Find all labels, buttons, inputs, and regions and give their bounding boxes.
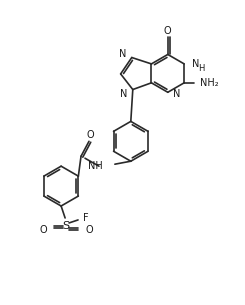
Text: NH: NH [88, 161, 103, 171]
Text: N: N [119, 48, 127, 59]
Text: O: O [39, 225, 47, 235]
Text: N: N [173, 89, 180, 99]
Text: O: O [164, 26, 171, 36]
Text: S: S [62, 221, 70, 231]
Text: N: N [121, 88, 128, 99]
Text: F: F [83, 213, 89, 223]
Text: NH₂: NH₂ [200, 78, 219, 88]
Text: O: O [85, 225, 93, 235]
Text: H: H [198, 64, 205, 74]
Text: N: N [192, 59, 199, 69]
Text: O: O [86, 130, 94, 140]
